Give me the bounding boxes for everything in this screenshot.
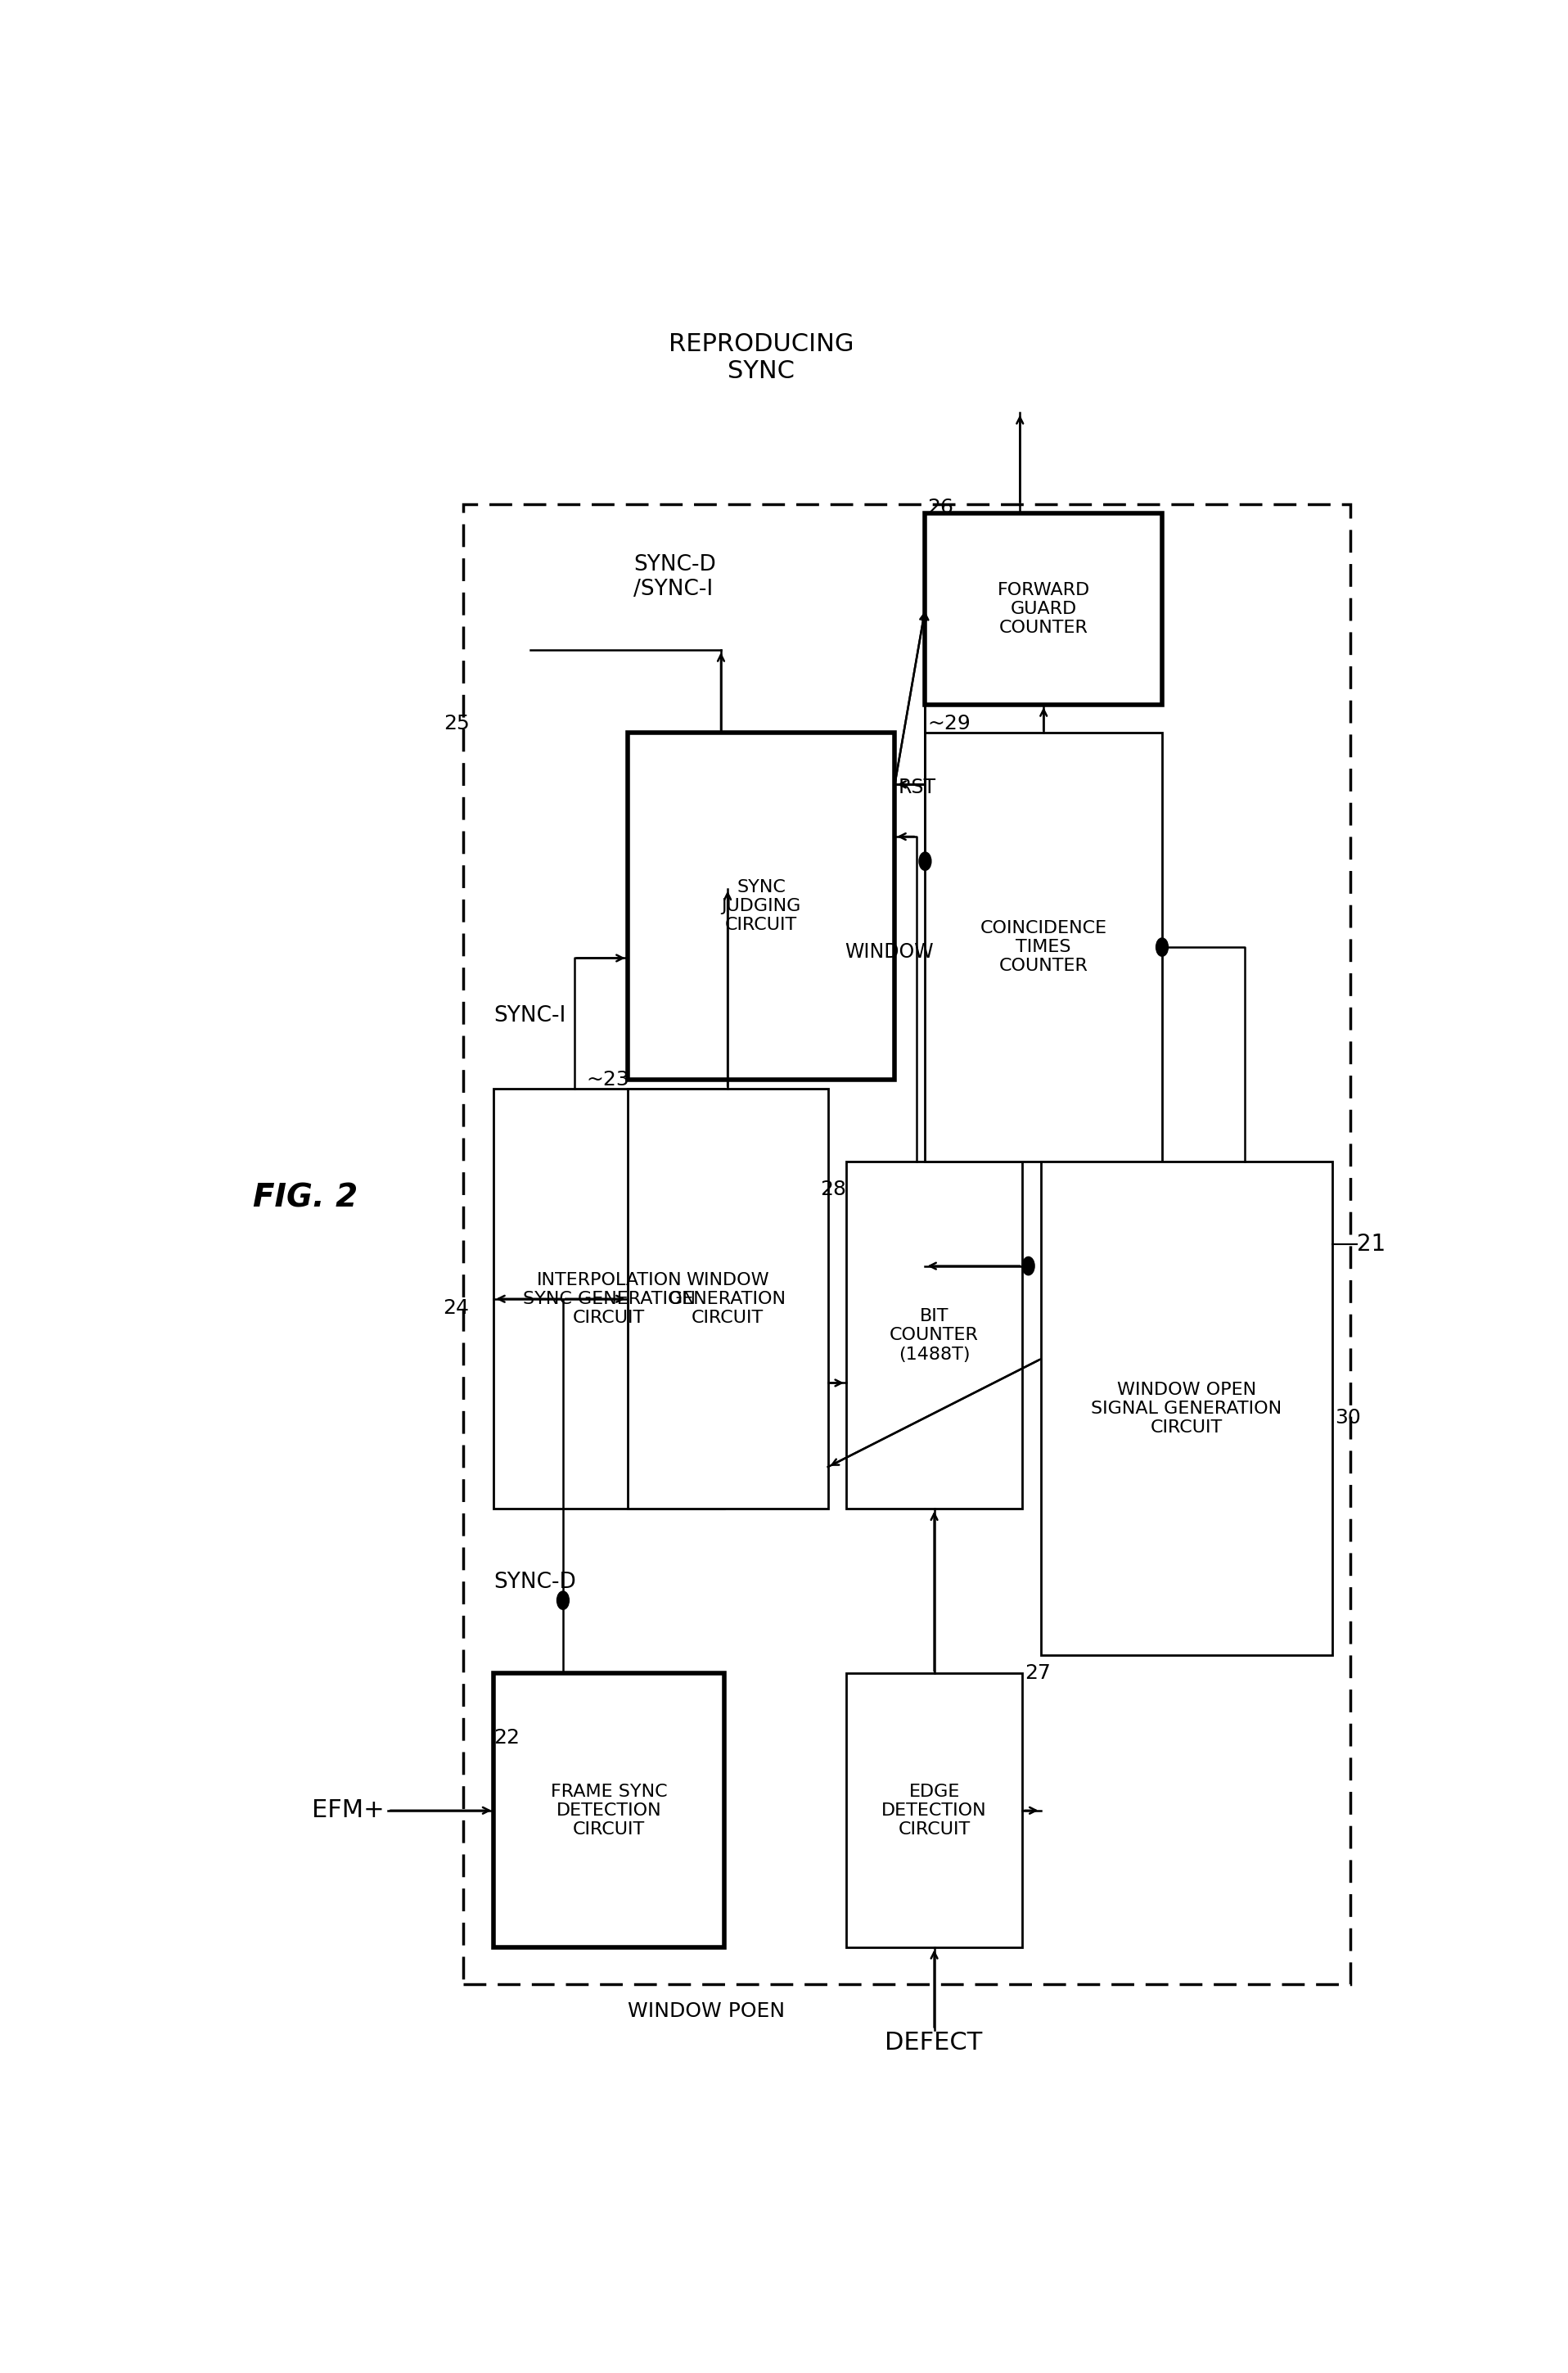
Circle shape bbox=[557, 1592, 569, 1609]
Bar bbox=[464, 503, 1350, 1984]
Text: 28: 28 bbox=[820, 1179, 847, 1198]
Text: 22: 22 bbox=[494, 1728, 521, 1747]
Text: SYNC
JUDGING
CIRCUIT: SYNC JUDGING CIRCUIT bbox=[721, 878, 801, 933]
Bar bbox=[627, 733, 895, 1080]
Text: SYNC-D
/SYNC-I: SYNC-D /SYNC-I bbox=[633, 555, 717, 600]
Text: FORWARD
GUARD
COUNTER: FORWARD GUARD COUNTER bbox=[997, 581, 1090, 636]
Text: FIG. 2: FIG. 2 bbox=[252, 1182, 358, 1215]
Text: 30: 30 bbox=[1334, 1407, 1361, 1429]
Text: SYNC-D: SYNC-D bbox=[494, 1571, 575, 1592]
Text: 27: 27 bbox=[1025, 1663, 1051, 1682]
Text: RST: RST bbox=[898, 778, 936, 797]
Text: DEFECT: DEFECT bbox=[884, 2031, 983, 2055]
Text: ~29: ~29 bbox=[928, 714, 971, 733]
Text: 21: 21 bbox=[1356, 1232, 1386, 1255]
Circle shape bbox=[919, 852, 931, 871]
Text: WINDOW POEN: WINDOW POEN bbox=[627, 2003, 784, 2022]
Bar bbox=[847, 1673, 1022, 1948]
Text: FRAME SYNC
DETECTION
CIRCUIT: FRAME SYNC DETECTION CIRCUIT bbox=[550, 1782, 668, 1837]
Bar bbox=[847, 1163, 1022, 1509]
Text: 25: 25 bbox=[444, 714, 469, 733]
Text: REPRODUCING
SYNC: REPRODUCING SYNC bbox=[668, 332, 853, 384]
Bar bbox=[494, 1089, 724, 1509]
Circle shape bbox=[1022, 1258, 1035, 1274]
Bar bbox=[925, 513, 1162, 705]
Text: 26: 26 bbox=[928, 498, 953, 517]
Text: WINDOW OPEN
SIGNAL GENERATION
CIRCUIT: WINDOW OPEN SIGNAL GENERATION CIRCUIT bbox=[1091, 1381, 1281, 1436]
Text: 24: 24 bbox=[444, 1298, 469, 1317]
Text: COINCIDENCE
TIMES
COUNTER: COINCIDENCE TIMES COUNTER bbox=[980, 921, 1107, 975]
Bar bbox=[627, 1089, 828, 1509]
Bar bbox=[925, 733, 1162, 1163]
Text: WINDOW
GENERATION
CIRCUIT: WINDOW GENERATION CIRCUIT bbox=[668, 1272, 787, 1327]
Text: INTERPOLATION
SYNC GENERATION
CIRCUIT: INTERPOLATION SYNC GENERATION CIRCUIT bbox=[522, 1272, 696, 1327]
Text: BIT
COUNTER
(1488T): BIT COUNTER (1488T) bbox=[889, 1308, 978, 1362]
Bar bbox=[1041, 1163, 1333, 1656]
Text: WINDOW: WINDOW bbox=[845, 942, 935, 961]
Text: EDGE
DETECTION
CIRCUIT: EDGE DETECTION CIRCUIT bbox=[881, 1782, 986, 1837]
Text: EFM+: EFM+ bbox=[312, 1799, 384, 1822]
Circle shape bbox=[1156, 937, 1168, 956]
Bar bbox=[494, 1673, 724, 1948]
Text: SYNC-I: SYNC-I bbox=[494, 1006, 566, 1025]
Text: ~23: ~23 bbox=[586, 1070, 630, 1089]
